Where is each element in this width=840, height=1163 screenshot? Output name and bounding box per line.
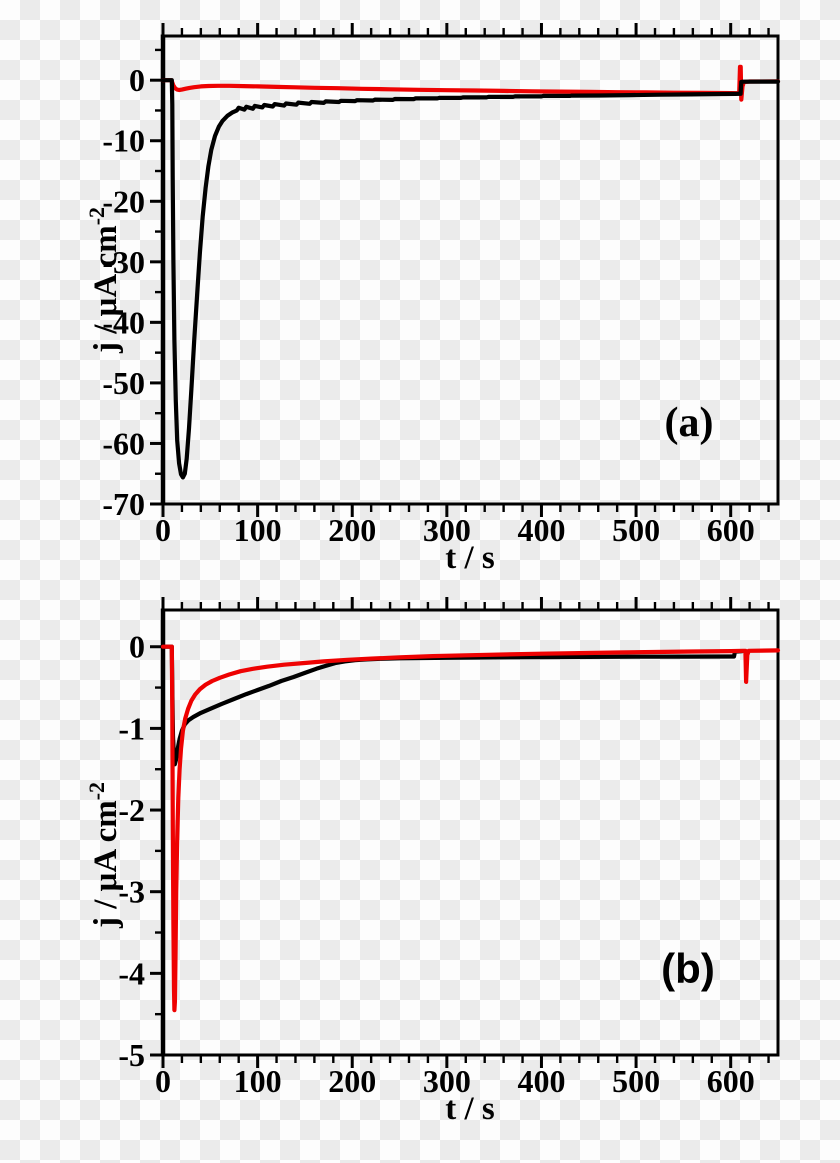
- y-tick-label: -40: [102, 304, 145, 340]
- x-tick-label: 100: [234, 1063, 282, 1099]
- x-tick-label: 500: [612, 1063, 660, 1099]
- y-tick-label: -70: [102, 486, 145, 522]
- y-tick-label: -4: [118, 955, 145, 991]
- y-tick-label: -5: [118, 1037, 145, 1073]
- y-axis-title-b: j / μA cm-2: [72, 705, 124, 1005]
- y-tick-label: -2: [118, 792, 145, 828]
- x-tick-label: 0: [155, 512, 171, 548]
- x-axis-title-a: t / s: [445, 540, 495, 576]
- y-tick-label: 0: [129, 62, 145, 98]
- x-tick-label: 300: [423, 1063, 471, 1099]
- x-tick-label: 0: [155, 1063, 171, 1099]
- y-tick-label: -3: [118, 874, 145, 910]
- y-tick-label: -50: [102, 365, 145, 401]
- y-tick-label: -30: [102, 244, 145, 280]
- x-tick-label: 400: [517, 1063, 565, 1099]
- panel-a-label: (a): [665, 400, 714, 446]
- x-tick-label: 500: [612, 512, 660, 548]
- y-axis-title-b-superscript: -2: [84, 781, 109, 801]
- y-tick-label: -10: [102, 123, 145, 159]
- x-tick-label: 600: [707, 1063, 755, 1099]
- y-axis-title-a: j / μA cm-2: [72, 130, 124, 430]
- y-tick-label: -1: [118, 710, 145, 746]
- x-tick-label: 200: [328, 1063, 376, 1099]
- x-axis-title-b: t / s: [445, 1091, 495, 1127]
- x-tick-label: 300: [423, 512, 471, 548]
- y-tick-label: -20: [102, 183, 145, 219]
- panel-a-black-curve: [160, 78, 781, 480]
- y-axis-title-a-text: j / μA cm: [88, 225, 124, 354]
- x-tick-label: 200: [328, 512, 376, 548]
- panel-b-red-curve: [160, 644, 781, 1013]
- panel-b-black-curve: [160, 644, 745, 767]
- panel-b-label: (b): [661, 945, 715, 992]
- panel-a: 0 100 200 300 400 500 600 0 -10 -20 -30 -40 -50 -60 -7…: [102, 23, 781, 548]
- y-tick-label: 0: [129, 629, 145, 665]
- x-tick-label: 100: [234, 512, 282, 548]
- y-axis-title-a-superscript: -2: [84, 206, 109, 226]
- x-tick-label: 600: [707, 512, 755, 548]
- panel-b: 0 100 200 300 400 500 600 0 -1 -2 -3 -4 -5 (b): [118, 597, 781, 1099]
- y-tick-label: -60: [102, 425, 145, 461]
- y-axis-title-b-text: j / μA cm: [88, 800, 124, 929]
- x-tick-label: 400: [517, 512, 565, 548]
